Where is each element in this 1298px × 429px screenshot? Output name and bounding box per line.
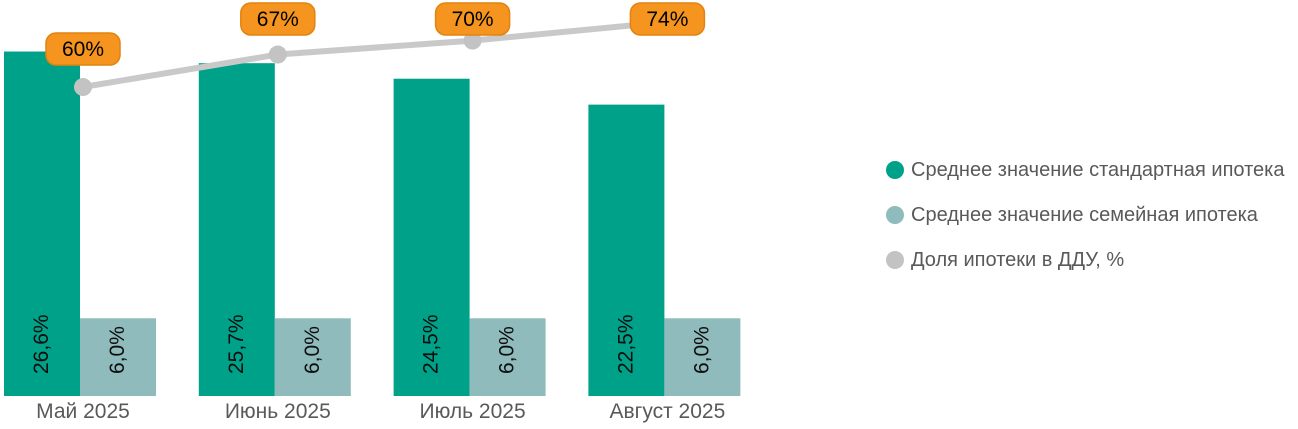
bar-family-mortgage [469,318,546,396]
category-label: Июль 2025 [420,400,526,423]
bar-standard-mortgage [4,51,80,396]
bar-standard-mortgage [393,78,470,396]
bar-family-mortgage [664,318,741,396]
legend-item-standard-mortgage: Среднее значение стандартная ипотека [886,157,1284,183]
line-marker-icon [74,78,92,97]
line-callout-value: 74% [646,8,688,31]
bar-value-label: 22,5% [614,314,637,374]
bar-value-label: 25,7% [225,314,248,374]
line-callout-value: 60% [62,38,104,61]
legend-label-standard-mortgage: Среднее значение стандартная ипотека [911,159,1285,181]
bar-standard-mortgage [588,104,665,396]
bar-value-label: 26,6% [30,314,53,374]
legend-item-family-mortgage: Среднее значение семейная ипотека [886,202,1284,228]
line-marker-icon [463,31,482,50]
legend-label-mortgage-share: Доля ипотеки в ДДУ, % [911,249,1125,271]
legend-label-family-mortgage: Среднее значение семейная ипотека [911,204,1258,226]
bar-value-label: 6,0% [106,326,129,374]
legend: Среднее значение стандартная ипотека Сре… [886,157,1284,273]
legend-item-mortgage-share: Доля ипотеки в ДДУ, % [886,247,1284,273]
category-label: Май 2025 [36,400,130,423]
bar-value-label: 6,0% [690,326,713,374]
category-label: Июнь 2025 [225,400,331,423]
legend-marker-family-mortgage-icon [886,206,904,224]
line-callout [434,2,511,36]
bar-family-mortgage [274,318,351,396]
bar-family-mortgage [80,318,156,396]
line-callout-value: 67% [257,8,299,31]
combo-chart: 26,6% 25,7% 24,5% 22,5% 6,0% 6,0% 6,0% 6,0% 60% 6… [4,2,741,423]
bar-value-label: 24,5% [420,314,443,374]
bar-value-label: 6,0% [301,326,324,374]
mortgage-share-line [80,19,671,91]
legend-marker-mortgage-share-icon [886,251,904,269]
bar-value-label: 6,0% [496,326,519,374]
line-callout [240,2,316,36]
line-callout-value: 70% [452,8,494,31]
line-callout [45,32,121,66]
line-marker-icon [268,45,287,64]
category-label: Август 2025 [610,400,726,423]
bar-standard-mortgage [198,63,275,397]
line-callout [629,2,706,36]
legend-marker-standard-mortgage-icon [886,161,904,179]
